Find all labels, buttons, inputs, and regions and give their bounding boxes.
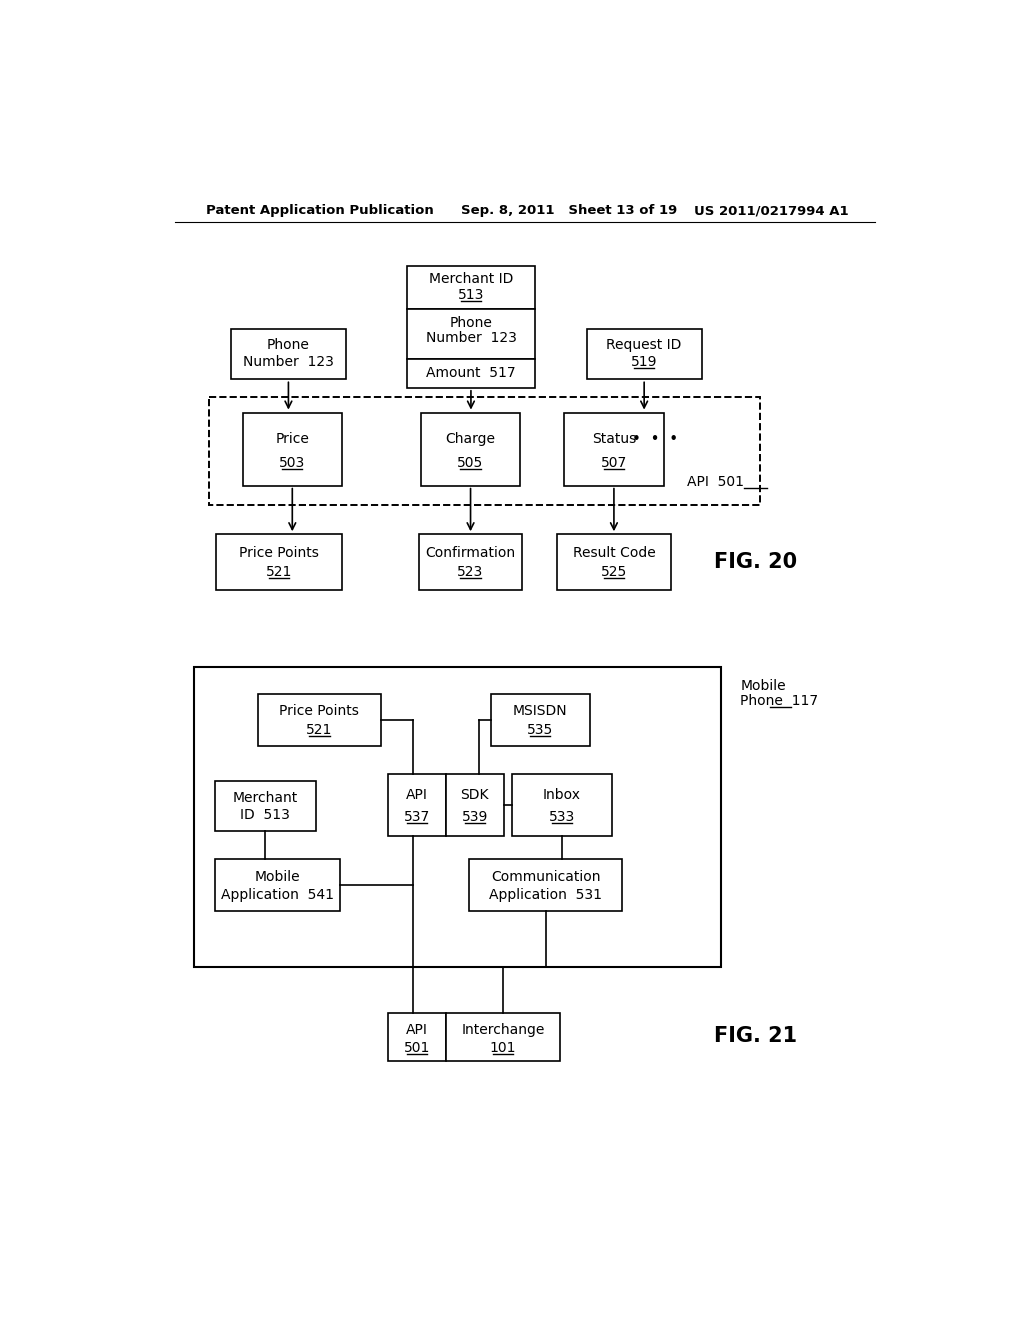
- Text: Merchant: Merchant: [232, 791, 298, 804]
- Bar: [388, 1014, 445, 1061]
- Text: Amount  517: Amount 517: [426, 366, 516, 380]
- Text: Status: Status: [592, 433, 636, 446]
- Bar: [231, 330, 346, 379]
- Text: Sep. 8, 2011   Sheet 13 of 19: Sep. 8, 2011 Sheet 13 of 19: [461, 205, 678, 218]
- Text: 507: 507: [601, 455, 627, 470]
- Bar: [445, 1014, 560, 1061]
- Text: Price Points: Price Points: [280, 705, 359, 718]
- Text: 519: 519: [631, 355, 657, 368]
- Text: 505: 505: [458, 455, 483, 470]
- Bar: [216, 535, 342, 590]
- Text: US 2011/0217994 A1: US 2011/0217994 A1: [693, 205, 848, 218]
- Bar: [209, 397, 760, 504]
- Bar: [564, 412, 664, 486]
- Text: 101: 101: [489, 1040, 516, 1055]
- Text: API  501: API 501: [687, 475, 744, 488]
- Text: Price Points: Price Points: [240, 546, 319, 561]
- Bar: [469, 859, 623, 911]
- Text: Communication: Communication: [490, 870, 600, 884]
- Text: Mobile: Mobile: [255, 870, 300, 884]
- Text: 533: 533: [549, 809, 575, 824]
- Bar: [407, 359, 535, 388]
- Text: •  •  •: • • •: [632, 432, 678, 447]
- Bar: [490, 693, 590, 746]
- Text: Request ID: Request ID: [606, 338, 682, 351]
- Bar: [388, 775, 445, 836]
- Bar: [587, 330, 701, 379]
- Bar: [512, 775, 611, 836]
- Text: Confirmation: Confirmation: [426, 546, 516, 561]
- Bar: [215, 780, 315, 830]
- Text: Number  123: Number 123: [426, 331, 516, 345]
- Bar: [407, 267, 535, 309]
- Text: Number  123: Number 123: [243, 355, 334, 368]
- Text: Application  531: Application 531: [489, 888, 602, 903]
- Bar: [420, 535, 521, 590]
- Text: Charge: Charge: [445, 433, 496, 446]
- Text: Merchant ID: Merchant ID: [429, 272, 513, 286]
- Bar: [445, 775, 504, 836]
- Text: 501: 501: [403, 1040, 430, 1055]
- Bar: [215, 859, 340, 911]
- Text: 503: 503: [280, 455, 305, 470]
- Text: Price: Price: [275, 433, 309, 446]
- Text: FIG. 21: FIG. 21: [714, 1026, 798, 1047]
- Text: Result Code: Result Code: [572, 546, 655, 561]
- Bar: [421, 412, 520, 486]
- Bar: [243, 412, 342, 486]
- Text: 513: 513: [458, 288, 484, 302]
- Text: API: API: [406, 1023, 428, 1038]
- Bar: [407, 309, 535, 359]
- Text: 521: 521: [266, 565, 292, 579]
- Text: 535: 535: [527, 723, 553, 737]
- Bar: [258, 693, 381, 746]
- Text: Application  541: Application 541: [221, 888, 334, 903]
- Text: Patent Application Publication: Patent Application Publication: [206, 205, 433, 218]
- Text: Interchange: Interchange: [462, 1023, 545, 1038]
- Text: ID  513: ID 513: [241, 808, 290, 822]
- Text: 525: 525: [601, 565, 627, 579]
- Text: Phone: Phone: [450, 317, 493, 330]
- Text: 537: 537: [403, 809, 430, 824]
- Text: Phone: Phone: [267, 338, 310, 351]
- Bar: [194, 667, 721, 966]
- Text: Phone  117: Phone 117: [740, 694, 818, 709]
- Text: 523: 523: [458, 565, 483, 579]
- Text: 539: 539: [462, 809, 488, 824]
- Text: Inbox: Inbox: [543, 788, 581, 803]
- Text: 521: 521: [306, 723, 333, 737]
- Text: API: API: [406, 788, 428, 803]
- Text: MSISDN: MSISDN: [513, 705, 567, 718]
- Text: Mobile: Mobile: [740, 678, 785, 693]
- Text: FIG. 20: FIG. 20: [714, 552, 798, 572]
- Text: SDK: SDK: [461, 788, 489, 803]
- Bar: [557, 535, 672, 590]
